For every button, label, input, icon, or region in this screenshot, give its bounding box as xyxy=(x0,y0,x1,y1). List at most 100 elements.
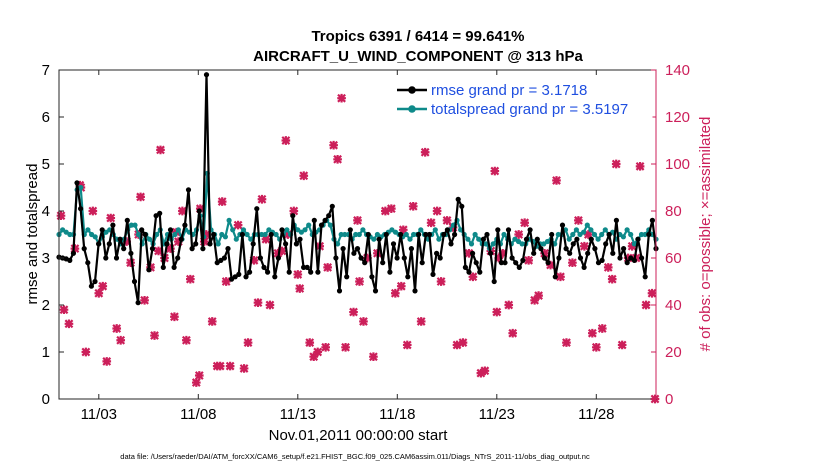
obs-count-marker xyxy=(323,263,333,272)
obs-count-marker xyxy=(253,298,263,308)
obs-count-point xyxy=(623,253,633,263)
totalspread-point xyxy=(411,231,417,238)
obs-count-point xyxy=(349,307,358,317)
rmse-point xyxy=(505,227,512,233)
rmse-point xyxy=(455,196,461,202)
rmse-point xyxy=(203,72,210,78)
rmse-point xyxy=(437,255,443,261)
totalspread-point xyxy=(642,231,648,238)
totalspread-point xyxy=(230,227,236,233)
obs-count-point xyxy=(191,378,201,387)
totalspread-point xyxy=(353,231,359,238)
obs-count-marker xyxy=(617,340,627,350)
obs-count-point xyxy=(88,206,98,216)
totalspread-point xyxy=(172,231,178,238)
y-tick-label: 7 xyxy=(42,62,50,79)
totalspread-point xyxy=(436,236,442,242)
rmse-point xyxy=(333,255,339,261)
totalspread-point xyxy=(327,222,333,228)
rmse-point xyxy=(624,260,630,266)
rmse-point xyxy=(322,217,328,223)
rmse-point xyxy=(182,222,188,228)
x-tick-label: 11/23 xyxy=(479,406,515,423)
obs-count-marker xyxy=(442,216,452,225)
obs-count-point xyxy=(122,237,132,246)
obs-count-marker xyxy=(98,281,108,291)
rmse-point xyxy=(261,264,267,270)
obs-count-point xyxy=(540,248,549,258)
obs-count-point xyxy=(579,241,589,251)
rmse-point xyxy=(531,250,537,256)
obs-count-marker xyxy=(396,281,406,291)
x-tick-label: 11/08 xyxy=(180,406,216,423)
obs-count-marker xyxy=(299,171,309,181)
rmse-point xyxy=(477,269,483,275)
obs-count-point xyxy=(607,274,617,284)
obs-count-point xyxy=(201,230,211,239)
totalspread-point xyxy=(458,227,464,233)
obs-count-marker xyxy=(289,206,299,216)
y-right-tick-label: 20 xyxy=(665,344,682,361)
totalspread-point xyxy=(273,231,279,238)
rmse-point xyxy=(131,278,138,285)
rmse-point xyxy=(538,246,544,252)
obs-count-point xyxy=(253,298,263,308)
obs-count-point xyxy=(81,347,91,357)
totalspread-point xyxy=(244,231,250,238)
obs-count-marker xyxy=(359,317,368,326)
obs-count-point xyxy=(420,147,430,157)
legend: rmse grand pr = 3.1718 totalspread grand… xyxy=(393,77,653,123)
obs-count-marker xyxy=(426,218,436,228)
obs-count-point xyxy=(98,281,108,291)
obs-count-point xyxy=(305,338,315,347)
rmse-point xyxy=(513,260,519,266)
obs-count-point xyxy=(390,288,400,298)
rmse-point xyxy=(157,210,163,216)
obs-count-point xyxy=(293,270,303,279)
totalspread-point xyxy=(306,222,312,228)
rmse-point xyxy=(250,241,256,247)
totalspread-point xyxy=(226,217,232,223)
obs-count-marker xyxy=(243,338,253,347)
rmse-point xyxy=(268,231,274,238)
y-right-tick-label: 80 xyxy=(665,203,682,220)
obs-count-point xyxy=(215,361,225,371)
totalspread-point xyxy=(599,231,605,238)
rmse-point xyxy=(470,250,476,256)
rmse-point xyxy=(304,264,310,270)
rmse-point xyxy=(81,246,87,252)
obs-count-point xyxy=(329,140,338,150)
totalspread-point xyxy=(591,231,598,238)
rmse-point xyxy=(117,236,123,242)
rmse-point xyxy=(96,241,102,247)
obs-count-marker xyxy=(355,277,364,286)
rmse-point xyxy=(167,227,174,233)
obs-count-point xyxy=(140,295,149,305)
obs-count-marker xyxy=(305,338,315,347)
rmse-point xyxy=(175,255,181,261)
totalspread-point xyxy=(67,231,73,238)
obs-count-marker xyxy=(341,342,350,352)
obs-count-marker xyxy=(64,319,74,329)
obs-count-marker xyxy=(116,335,126,345)
rmse-point xyxy=(603,241,609,247)
rmse-point xyxy=(103,255,109,261)
obs-count-point xyxy=(520,218,530,228)
obs-count-marker xyxy=(283,230,293,239)
obs-count-point xyxy=(514,230,524,239)
rmse-point xyxy=(128,250,134,256)
obs-count-marker xyxy=(530,295,539,305)
obs-count-point xyxy=(64,319,74,329)
rmse-point xyxy=(239,231,245,238)
totalspread-point xyxy=(222,234,228,240)
obs-count-marker xyxy=(257,194,267,204)
rmse-point xyxy=(308,269,314,275)
rmse-point xyxy=(631,257,638,263)
rmse-point xyxy=(185,187,192,193)
obs-count-point xyxy=(504,300,514,310)
obs-count-marker xyxy=(494,253,504,263)
rmse-point xyxy=(164,241,170,247)
totalspread-point xyxy=(555,231,561,238)
rmse-point xyxy=(441,231,447,238)
